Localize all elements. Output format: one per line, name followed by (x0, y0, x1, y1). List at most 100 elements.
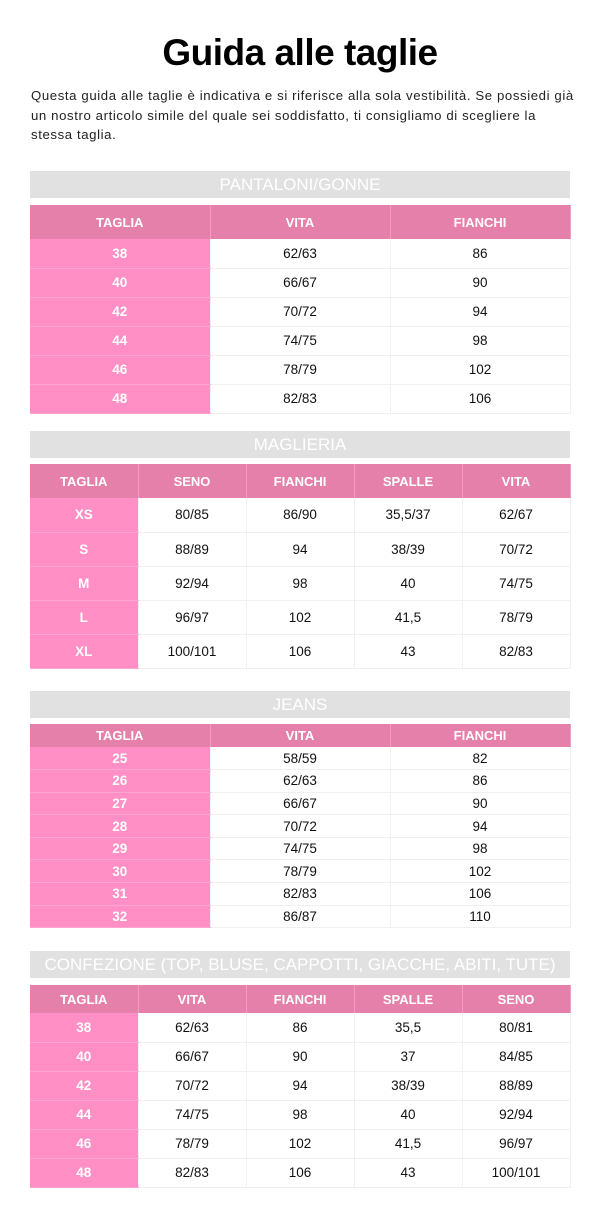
size-cell: M (30, 566, 139, 601)
measure-cell-fianchi: 90 (390, 792, 571, 816)
measure-cell-vita: 62/67 (462, 498, 571, 533)
column-header-taglia: TAGLIA (30, 205, 211, 239)
measure-cell-vita: 78/79 (462, 600, 571, 635)
size-table: TAGLIA SENO FIANCHI SPALLE VITA XS 80/85 86/90 3… (30, 464, 571, 669)
table-row: 29 74/75 98 (30, 837, 571, 861)
column-header-fianchi: FIANCHI (246, 464, 355, 498)
size-cell: 40 (30, 1042, 139, 1072)
measure-cell-seno: 84/85 (462, 1042, 571, 1072)
table-row: L 96/97 102 41,5 78/79 (30, 600, 571, 635)
measure-cell-seno: 88/89 (462, 1071, 571, 1101)
measure-cell-vita: 74/75 (210, 326, 391, 356)
table-row: 26 62/63 86 (30, 769, 571, 793)
header-row: TAGLIA VITA FIANCHI (30, 724, 571, 747)
measure-cell-spalle: 35,5/37 (354, 498, 463, 533)
column-header-seno: SENO (138, 464, 247, 498)
measure-cell-fianchi: 94 (246, 532, 355, 567)
size-cell: XL (30, 634, 139, 669)
page-title: Guida alle taglie (162, 32, 438, 73)
table-maglieria: MAGLIERIA TAGLIA SENO FIANCHI SPALLE VITA XS 80… (30, 431, 571, 669)
measure-cell-vita: 62/63 (210, 769, 391, 793)
measure-cell-fianchi: 82 (390, 747, 571, 771)
size-cell: 42 (30, 297, 211, 327)
table-row: 46 78/79 102 (30, 355, 571, 385)
measure-cell-fianchi: 98 (390, 837, 571, 861)
measure-cell-seno: 96/97 (462, 1129, 571, 1159)
size-cell: 44 (30, 326, 211, 356)
column-header-fianchi: FIANCHI (246, 985, 355, 1013)
measure-cell-spalle: 38/39 (354, 532, 463, 567)
measure-cell-spalle: 40 (354, 1100, 463, 1130)
measure-cell-fianchi: 94 (390, 814, 571, 838)
measure-cell-seno: 100/101 (462, 1158, 571, 1188)
measure-cell-spalle: 43 (354, 634, 463, 669)
table-row: 38 62/63 86 (30, 239, 571, 269)
size-cell: 27 (30, 792, 211, 816)
size-cell: 44 (30, 1100, 139, 1130)
table-row: 40 66/67 90 (30, 268, 571, 298)
size-cell: 28 (30, 814, 211, 838)
size-table: TAGLIA VITA FIANCHI SPALLE SENO 38 62/63 86 35,5… (30, 985, 571, 1188)
measure-cell-seno: 96/97 (138, 600, 247, 635)
table-row: XL 100/101 106 43 82/83 (30, 634, 571, 669)
measure-cell-fianchi: 106 (390, 882, 571, 906)
measure-cell-vita: 74/75 (462, 566, 571, 601)
table-row: M 92/94 98 40 74/75 (30, 566, 571, 601)
table-row: 48 82/83 106 43 100/101 (30, 1158, 571, 1188)
column-header-fianchi: FIANCHI (390, 205, 571, 239)
measure-cell-seno: 80/81 (462, 1013, 571, 1043)
size-cell: 46 (30, 355, 211, 385)
measure-cell-fianchi: 94 (390, 297, 571, 327)
column-header-vita: VITA (138, 985, 247, 1013)
measure-cell-spalle: 38/39 (354, 1071, 463, 1101)
table-row: XS 80/85 86/90 35,5/37 62/67 (30, 498, 571, 533)
section-title: MAGLIERIA (30, 431, 570, 458)
table-row: S 88/89 94 38/39 70/72 (30, 532, 571, 567)
column-header-vita: VITA (210, 205, 391, 239)
measure-cell-vita: 86/87 (210, 905, 391, 929)
measure-cell-fianchi: 86 (390, 769, 571, 793)
measure-cell-vita: 78/79 (138, 1129, 247, 1159)
measure-cell-vita: 74/75 (210, 837, 391, 861)
measure-cell-spalle: 43 (354, 1158, 463, 1188)
table-row: 27 66/67 90 (30, 792, 571, 816)
size-table: TAGLIA VITA FIANCHI 25 58/59 82 26 62/63 86 27 66/… (30, 724, 571, 929)
size-cell: XS (30, 498, 139, 533)
header-row: TAGLIA VITA FIANCHI SPALLE SENO (30, 985, 571, 1013)
measure-cell-spalle: 40 (354, 566, 463, 601)
table-row: 30 78/79 102 (30, 859, 571, 884)
column-header-vita: VITA (210, 724, 391, 747)
measure-cell-seno: 92/94 (462, 1100, 571, 1130)
measure-cell-fianchi: 98 (246, 566, 355, 601)
measure-cell-vita: 62/63 (210, 239, 391, 269)
column-header-taglia: TAGLIA (30, 464, 139, 498)
size-table: TAGLIA VITA FIANCHI 38 62/63 86 40 66/67 90 42 70/… (30, 205, 571, 414)
measure-cell-fianchi: 86 (390, 239, 571, 269)
measure-cell-fianchi: 106 (390, 384, 571, 414)
measure-cell-spalle: 41,5 (354, 1129, 463, 1159)
size-cell: 40 (30, 268, 211, 298)
measure-cell-vita: 62/63 (138, 1013, 247, 1043)
measure-cell-fianchi: 98 (246, 1100, 355, 1130)
size-cell: S (30, 532, 139, 567)
measure-cell-fianchi: 110 (390, 905, 571, 929)
section-title: JEANS (30, 691, 570, 718)
measure-cell-vita: 74/75 (138, 1100, 247, 1130)
section-title: PANTALONI/GONNE (30, 171, 570, 198)
measure-cell-seno: 88/89 (138, 532, 247, 567)
measure-cell-fianchi: 98 (390, 326, 571, 356)
measure-cell-vita: 82/83 (210, 882, 391, 906)
size-cell: 25 (30, 747, 211, 771)
table-row: 31 82/83 106 (30, 882, 571, 906)
measure-cell-fianchi: 102 (246, 600, 355, 635)
table-row: 32 86/87 110 (30, 905, 571, 929)
table-row: 46 78/79 102 41,5 96/97 (30, 1129, 571, 1159)
section-title: CONFEZIONE (TOP, BLUSE, CAPPOTTI, GIACCH… (30, 951, 570, 978)
size-cell: 30 (30, 859, 211, 884)
measure-cell-vita: 70/72 (210, 814, 391, 838)
column-header-fianchi: FIANCHI (390, 724, 571, 747)
measure-cell-spalle: 37 (354, 1042, 463, 1072)
table-confezione: CONFEZIONE (TOP, BLUSE, CAPPOTTI, GIACCH… (30, 951, 571, 1188)
size-cell: L (30, 600, 139, 635)
table-pantaloni-gonne: PANTALONI/GONNE TAGLIA VITA FIANCHI 38 62/63 8… (30, 171, 571, 414)
